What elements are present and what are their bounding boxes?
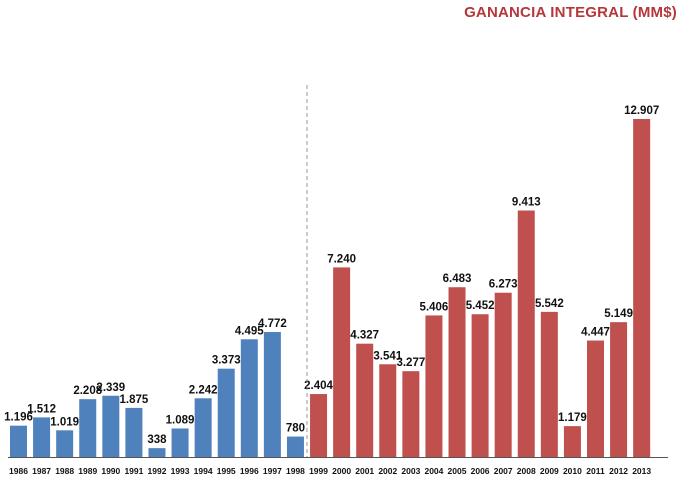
value-label-2009: 5.542 (535, 298, 564, 310)
bar-2013 (633, 119, 651, 457)
bar-1992 (148, 448, 166, 457)
value-label-1992: 338 (147, 434, 167, 446)
year-label-1987: 1987 (32, 466, 51, 476)
year-label-1998: 1998 (286, 466, 305, 476)
value-label-1990: 2.339 (96, 382, 125, 394)
bar-1991 (125, 407, 143, 457)
value-label-1993: 1.089 (166, 414, 195, 426)
value-label-2011: 4.447 (581, 327, 610, 339)
bar-1998 (286, 436, 304, 457)
value-label-1997: 4.772 (258, 318, 287, 330)
year-labels-group: 1986 1987 1988 1989 1990 1991 1992 1993 1994 1995… (9, 466, 651, 476)
bars-group (10, 119, 651, 457)
bar-1986 (10, 425, 27, 457)
value-label-1995: 3.373 (212, 355, 241, 367)
year-label-2000: 2000 (332, 466, 351, 476)
value-label-1991: 1.875 (120, 394, 149, 406)
year-label-1990: 1990 (101, 466, 120, 476)
value-label-2000: 7.240 (327, 253, 356, 265)
year-label-2010: 2010 (563, 466, 582, 476)
year-label-2001: 2001 (355, 466, 374, 476)
value-label-2006: 5.452 (466, 300, 495, 312)
value-label-1998: 780 (286, 423, 305, 435)
bar-2002 (379, 364, 397, 457)
bar-2010 (563, 426, 581, 457)
bar-1993 (171, 428, 189, 457)
value-label-2001: 4.327 (350, 330, 379, 342)
value-label-1996: 4.495 (235, 325, 264, 337)
bar-1989 (79, 399, 97, 457)
value-label-1987: 1.512 (27, 403, 56, 415)
value-label-2010: 1.179 (558, 412, 587, 424)
bar-1994 (194, 398, 212, 457)
year-label-1988: 1988 (55, 466, 74, 476)
value-label-1988: 1.019 (50, 416, 79, 428)
bar-2007 (494, 292, 512, 457)
value-label-2008: 9.413 (512, 197, 541, 209)
bar-2000 (333, 267, 351, 457)
bar-1987 (33, 417, 51, 457)
bar-2012 (610, 322, 628, 457)
bar-2005 (448, 287, 466, 457)
year-label-2005: 2005 (448, 466, 467, 476)
year-label-2004: 2004 (424, 466, 443, 476)
bar-1995 (217, 368, 235, 457)
bar-2009 (540, 311, 558, 457)
bar-1999 (310, 394, 328, 457)
value-label-2012: 5.149 (604, 308, 633, 320)
year-label-2008: 2008 (517, 466, 536, 476)
year-label-1999: 1999 (309, 466, 328, 476)
value-label-1994: 2.242 (189, 384, 218, 396)
value-label-1989: 2.208 (73, 385, 102, 397)
bar-2003 (402, 371, 420, 457)
year-label-2002: 2002 (378, 466, 397, 476)
bar-1996 (240, 339, 258, 457)
bar-1997 (263, 332, 281, 457)
bar-2011 (587, 340, 604, 457)
year-label-1996: 1996 (240, 466, 259, 476)
bar-2004 (425, 315, 443, 457)
year-label-2011: 2011 (586, 466, 605, 476)
year-label-2013: 2013 (632, 466, 651, 476)
year-label-1993: 1993 (171, 466, 190, 476)
year-label-2012: 2012 (609, 466, 628, 476)
value-label-2003: 3.277 (396, 357, 425, 369)
year-label-1997: 1997 (263, 466, 282, 476)
value-label-1986: 1.196 (4, 412, 33, 424)
year-label-2003: 2003 (401, 466, 420, 476)
year-label-1992: 1992 (148, 466, 167, 476)
year-label-1989: 1989 (78, 466, 97, 476)
year-label-2009: 2009 (540, 466, 559, 476)
value-label-2004: 5.406 (420, 301, 449, 313)
year-label-2007: 2007 (494, 466, 513, 476)
year-label-1994: 1994 (194, 466, 213, 476)
bar-1990 (102, 395, 120, 457)
year-label-2006: 2006 (471, 466, 490, 476)
bar-1988 (56, 430, 74, 457)
value-label-2005: 6.483 (443, 273, 472, 285)
bar-2006 (471, 314, 489, 457)
value-label-2013: 12.907 (624, 105, 659, 117)
value-label-1999: 2.404 (304, 380, 333, 392)
bar-2001 (356, 343, 374, 457)
year-label-1991: 1991 (124, 466, 143, 476)
year-label-1986: 1986 (9, 466, 28, 476)
chart-title: GANANCIA INTEGRAL (MM$) (464, 4, 677, 21)
value-label-2007: 6.273 (489, 279, 518, 291)
year-label-1995: 1995 (217, 466, 236, 476)
bar-2008 (517, 210, 535, 457)
value-label-2002: 3.541 (373, 350, 402, 362)
